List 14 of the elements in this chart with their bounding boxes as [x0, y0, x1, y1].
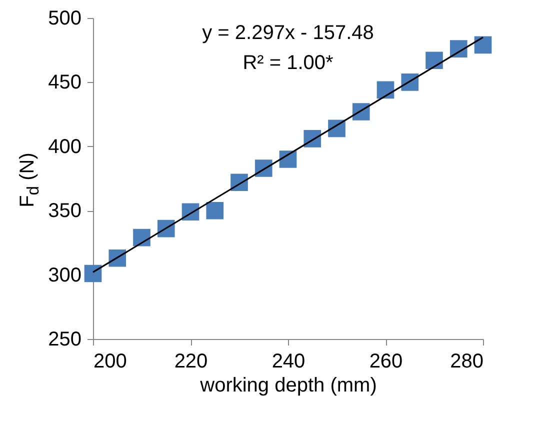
x-tick-label: 280	[450, 350, 484, 372]
x-axis-title: working depth (mm)	[199, 374, 377, 396]
x-tick-label: 200	[94, 350, 127, 372]
y-tick-label: 450	[48, 72, 82, 94]
annotation: y = 2.297x - 157.48	[202, 21, 374, 46]
x-tick-label: 240	[272, 350, 306, 372]
y-tick-label: 300	[48, 264, 82, 286]
y-tick-label: 500	[48, 8, 82, 30]
y-tick-label: 250	[48, 328, 82, 350]
y-tick-label: 400	[48, 136, 82, 158]
y-tick-label: 350	[48, 200, 82, 222]
x-tick-label: 260	[369, 350, 403, 372]
annotation: R² = 1.00*	[242, 51, 334, 76]
x-tick-label: 220	[174, 350, 208, 372]
